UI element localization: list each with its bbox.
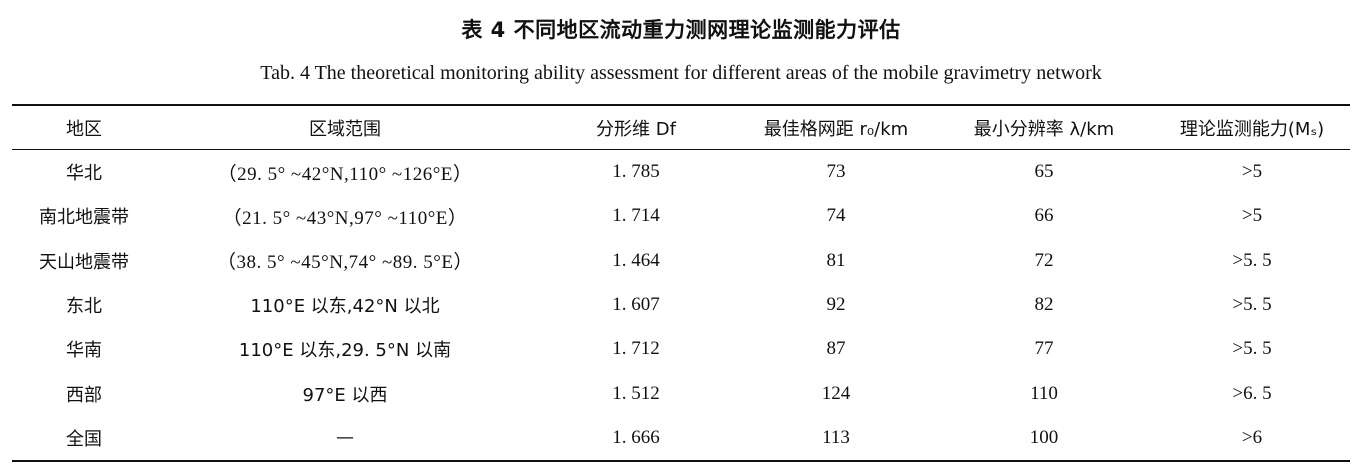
cell-grid-spacing: 73 <box>826 161 846 183</box>
header-area-range: 区域范围 <box>309 118 381 140</box>
cell-resolution: 100 <box>1029 426 1059 448</box>
cell-region: 天山地震带 <box>39 251 129 273</box>
cell-fractal-dimension: 1. 714 <box>612 205 660 227</box>
cell-resolution: 77 <box>1034 338 1054 360</box>
cell-grid-spacing: 87 <box>826 338 846 360</box>
table-caption-chinese: 表 4 不同地区流动重力测网理论监测能力评估 <box>461 18 901 42</box>
cell-grid-spacing: 113 <box>822 426 850 448</box>
cell-area-range: 110°E 以东,29. 5°N 以南 <box>238 340 452 362</box>
table-row: 天山地震带 （38. 5° ~45°N,74° ~89. 5°E） 1. 464… <box>12 239 1350 283</box>
header-fractal-dimension: 分形维 Df <box>596 118 676 140</box>
cell-area-range: 97°E 以西 <box>302 384 388 406</box>
cell-region: 南北地震带 <box>39 207 129 229</box>
table-row: 东北 110°E 以东,42°N 以北 1. 607 92 82 >5. 5 <box>12 283 1350 327</box>
table-row: 全国 — 1. 666 113 100 >6 <box>12 416 1350 462</box>
cell-region: 华南 <box>66 340 102 362</box>
cell-area-range: （21. 5° ~43°N,97° ~110°E） <box>222 207 468 229</box>
cell-area-range: （29. 5° ~42°N,110° ~126°E） <box>217 163 473 185</box>
cell-monitoring-ability: >5. 5 <box>1232 338 1272 360</box>
table-caption-english: Tab. 4 The theoretical monitoring abilit… <box>260 62 1102 84</box>
cell-fractal-dimension: 1. 712 <box>612 338 660 360</box>
cell-region: 东北 <box>66 296 102 318</box>
header-optimal-grid-spacing: 最佳格网距 r₀/km <box>763 118 909 140</box>
cell-monitoring-ability: >6. 5 <box>1232 382 1272 404</box>
table-row: 华南 110°E 以东,29. 5°N 以南 1. 712 87 77 >5. … <box>12 327 1350 371</box>
table-row: 华北 （29. 5° ~42°N,110° ~126°E） 1. 785 73 … <box>12 150 1350 195</box>
cell-area-range: — <box>336 427 354 449</box>
cell-resolution: 110 <box>1030 382 1058 404</box>
cell-fractal-dimension: 1. 607 <box>612 294 660 316</box>
cell-monitoring-ability: >5 <box>1241 205 1263 227</box>
cell-fractal-dimension: 1. 666 <box>612 426 660 448</box>
cell-grid-spacing: 92 <box>826 294 846 316</box>
cell-grid-spacing: 74 <box>826 205 846 227</box>
cell-area-range: 110°E 以东,42°N 以北 <box>250 296 440 318</box>
cell-fractal-dimension: 1. 512 <box>612 382 660 404</box>
cell-area-range: （38. 5° ~45°N,74° ~89. 5°E） <box>216 252 474 274</box>
table-row: 西部 97°E 以西 1. 512 124 110 >6. 5 <box>12 371 1350 415</box>
cell-fractal-dimension: 1. 464 <box>612 249 660 271</box>
cell-resolution: 66 <box>1034 205 1054 227</box>
assessment-table: 地区 区域范围 分形维 Df 最佳格网距 r₀/km 最小分辨率 λ/km 理论… <box>12 104 1350 462</box>
cell-region: 华北 <box>66 163 102 185</box>
cell-monitoring-ability: >6 <box>1241 426 1263 448</box>
table-row: 南北地震带 （21. 5° ~43°N,97° ~110°E） 1. 714 7… <box>12 194 1350 238</box>
cell-region: 西部 <box>66 384 102 406</box>
table-header-row: 地区 区域范围 分形维 Df 最佳格网距 r₀/km 最小分辨率 λ/km 理论… <box>12 105 1350 150</box>
cell-resolution: 82 <box>1034 294 1054 316</box>
cell-grid-spacing: 81 <box>826 249 846 271</box>
cell-region: 全国 <box>66 428 102 450</box>
header-region: 地区 <box>66 118 102 140</box>
cell-fractal-dimension: 1. 785 <box>612 161 660 183</box>
cell-resolution: 72 <box>1034 249 1054 271</box>
cell-resolution: 65 <box>1034 161 1054 183</box>
header-monitoring-ability: 理论监测能力(Mₛ) <box>1179 118 1325 140</box>
cell-monitoring-ability: >5 <box>1241 161 1263 183</box>
cell-monitoring-ability: >5. 5 <box>1232 294 1272 316</box>
cell-grid-spacing: 124 <box>821 382 851 404</box>
header-minimum-resolution: 最小分辨率 λ/km <box>973 118 1115 140</box>
cell-monitoring-ability: >5. 5 <box>1232 249 1272 271</box>
assessment-table-container: 地区 区域范围 分形维 Df 最佳格网距 r₀/km 最小分辨率 λ/km 理论… <box>12 104 1350 462</box>
